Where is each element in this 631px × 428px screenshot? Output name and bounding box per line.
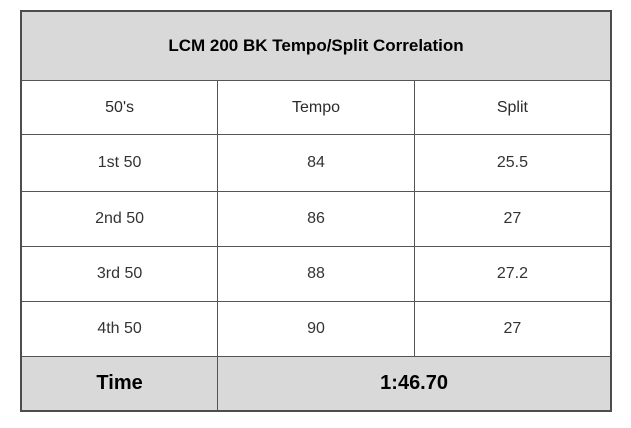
table-header-row: 50's Tempo Split <box>20 80 612 135</box>
row-label: 1st 50 <box>20 134 219 192</box>
row-label: 2nd 50 <box>20 191 219 247</box>
tempo-value: 90 <box>217 301 415 357</box>
time-label: Time <box>20 356 219 412</box>
row-label: 3rd 50 <box>20 246 219 302</box>
split-value: 27 <box>413 191 612 247</box>
table-title-row: LCM 200 BK Tempo/Split Correlation <box>20 10 612 81</box>
table-row-2nd-50: 2nd 50 86 27 <box>20 191 612 247</box>
table-footer-row: Time 1:46.70 <box>20 356 612 412</box>
split-value: 27.2 <box>413 246 612 302</box>
tempo-value: 86 <box>217 191 415 247</box>
tempo-value: 84 <box>217 134 415 192</box>
tempo-value: 88 <box>217 246 415 302</box>
column-header-split: Split <box>413 80 612 135</box>
table-row-4th-50: 4th 50 90 27 <box>20 301 612 357</box>
split-value: 27 <box>413 301 612 357</box>
column-header-50s: 50's <box>20 80 219 135</box>
table-row-1st-50: 1st 50 84 25.5 <box>20 134 612 192</box>
time-value: 1:46.70 <box>217 356 612 412</box>
row-label: 4th 50 <box>20 301 219 357</box>
column-header-tempo: Tempo <box>217 80 415 135</box>
table-row-3rd-50: 3rd 50 88 27.2 <box>20 246 612 302</box>
tempo-split-table: LCM 200 BK Tempo/Split Correlation 50's … <box>20 10 612 412</box>
table-title: LCM 200 BK Tempo/Split Correlation <box>20 10 612 81</box>
split-value: 25.5 <box>413 134 612 192</box>
